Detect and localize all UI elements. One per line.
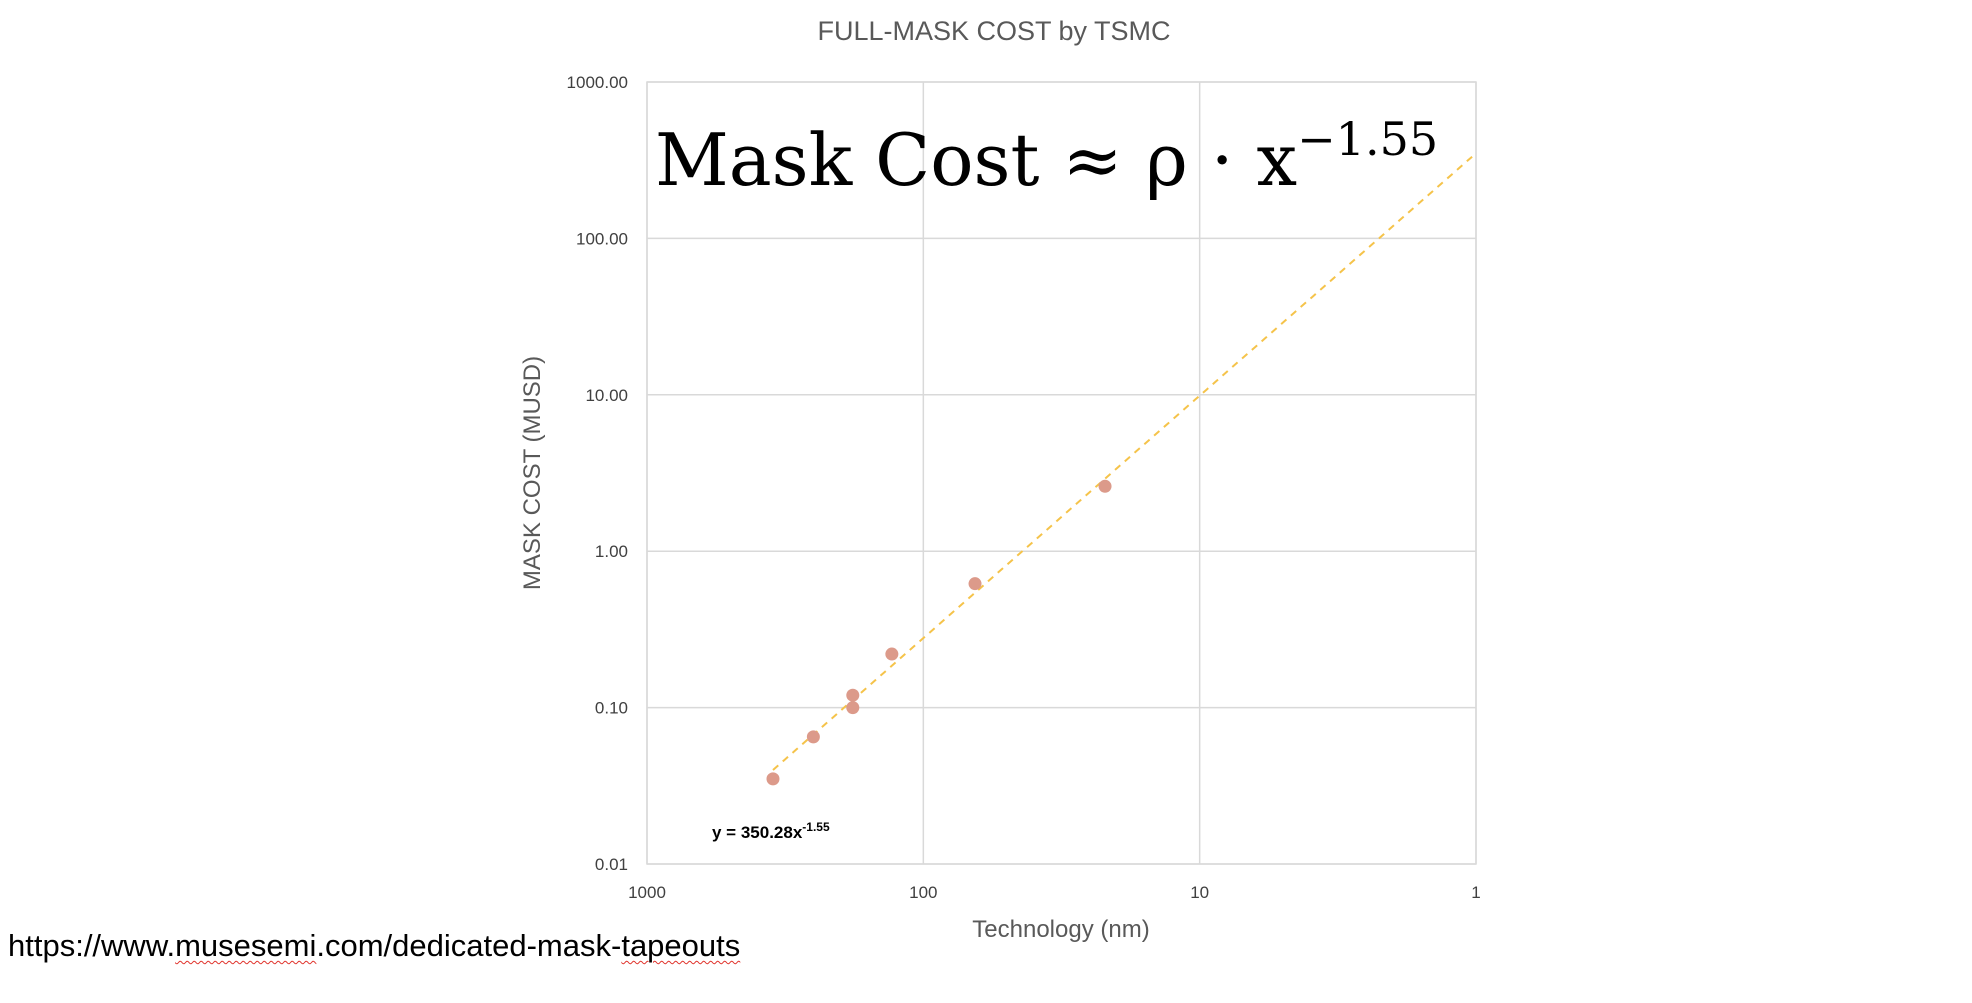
x-axis-title: Technology (nm) [972, 916, 1149, 943]
data-point [1098, 479, 1112, 493]
chart-title: FULL-MASK COST by TSMC [817, 16, 1170, 46]
data-point [846, 701, 860, 715]
formula-base: Mask Cost ≈ ρ · x [655, 118, 1297, 202]
y-tick-label: 0.10 [595, 699, 628, 718]
x-tick-label: 1000 [628, 883, 666, 902]
data-point [846, 688, 860, 702]
trendline-equation: y = 350.28x-1.55 [712, 820, 830, 842]
y-axis-title: MASK COST (MUSD) [519, 356, 546, 590]
source-url-part: .com/dedicated-mask- [316, 928, 622, 963]
formula-annotation: Mask Cost ≈ ρ · x−1.55 [655, 112, 1438, 202]
source-url-part-misspelled: musesemi [175, 928, 317, 963]
plot-area [646, 81, 1477, 865]
source-url[interactable]: https://www.musesemi.com/dedicated-mask-… [8, 928, 740, 964]
source-url-part-misspelled: tapeouts [621, 928, 741, 963]
source-url-part: https://www. [8, 928, 176, 963]
y-tick-label: 1.00 [595, 542, 628, 561]
data-point [806, 730, 820, 744]
formula-exponent: −1.55 [1297, 112, 1438, 166]
y-axis-ticks: 1000.00 100.00 10.00 1.00 0.10 0.01 [567, 73, 628, 874]
y-tick-label: 0.01 [595, 855, 628, 874]
trendline-equation-base: y = 350.28x [712, 823, 803, 842]
x-axis-ticks: 1000 100 10 1 [628, 883, 1481, 902]
x-tick-label: 100 [909, 883, 937, 902]
data-point [885, 647, 899, 661]
x-tick-label: 1 [1471, 883, 1480, 902]
y-tick-label: 1000.00 [567, 73, 628, 92]
power-trendline [772, 152, 1477, 771]
trendline-equation-exponent: -1.55 [802, 820, 830, 834]
data-points [766, 479, 1112, 786]
data-point [766, 772, 780, 786]
data-point [968, 577, 982, 591]
y-tick-label: 10.00 [585, 386, 628, 405]
x-tick-label: 10 [1190, 883, 1209, 902]
y-tick-label: 100.00 [576, 229, 628, 248]
